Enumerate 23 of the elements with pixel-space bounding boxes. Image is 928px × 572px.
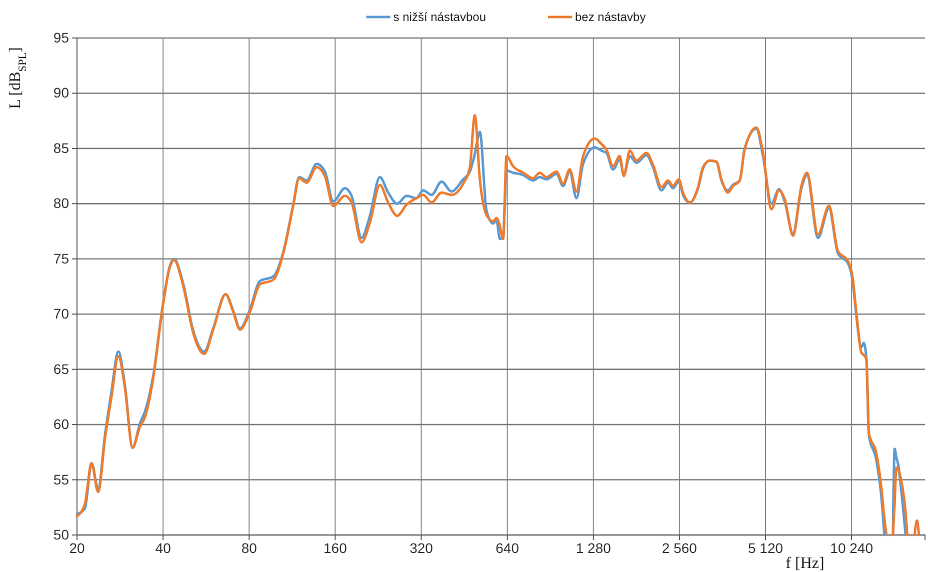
x-tick-label: 10 240 <box>830 540 874 556</box>
y-tick-label: 90 <box>53 84 70 101</box>
legend-label: bez nástavby <box>575 10 646 24</box>
y-tick-label: 95 <box>53 29 70 46</box>
x-tick-label: 160 <box>324 540 348 556</box>
y-tick-label: 80 <box>53 195 70 212</box>
y-tick-label: 60 <box>53 416 70 432</box>
y-tick-label: 75 <box>53 250 70 266</box>
x-tick-label: 40 <box>155 540 172 556</box>
legend-label: s nižší nástavbou <box>393 10 486 24</box>
x-tick-label: 1 280 <box>576 540 612 556</box>
x-tick-label: 20 <box>69 540 85 556</box>
x-tick-label: 640 <box>496 540 520 556</box>
x-tick-label: 320 <box>410 540 434 556</box>
x-axis-title: f [Hz] <box>786 555 824 572</box>
y-tick-label: 65 <box>53 360 70 377</box>
y-tick-label: 70 <box>53 306 70 322</box>
y-tick-label: 50 <box>53 526 70 542</box>
y-tick-label: 55 <box>53 471 70 488</box>
x-tick-label: 80 <box>241 540 258 556</box>
y-tick-label: 85 <box>53 140 70 156</box>
x-tick-label: 2 560 <box>662 540 698 556</box>
x-tick-label: 5 120 <box>748 540 784 556</box>
